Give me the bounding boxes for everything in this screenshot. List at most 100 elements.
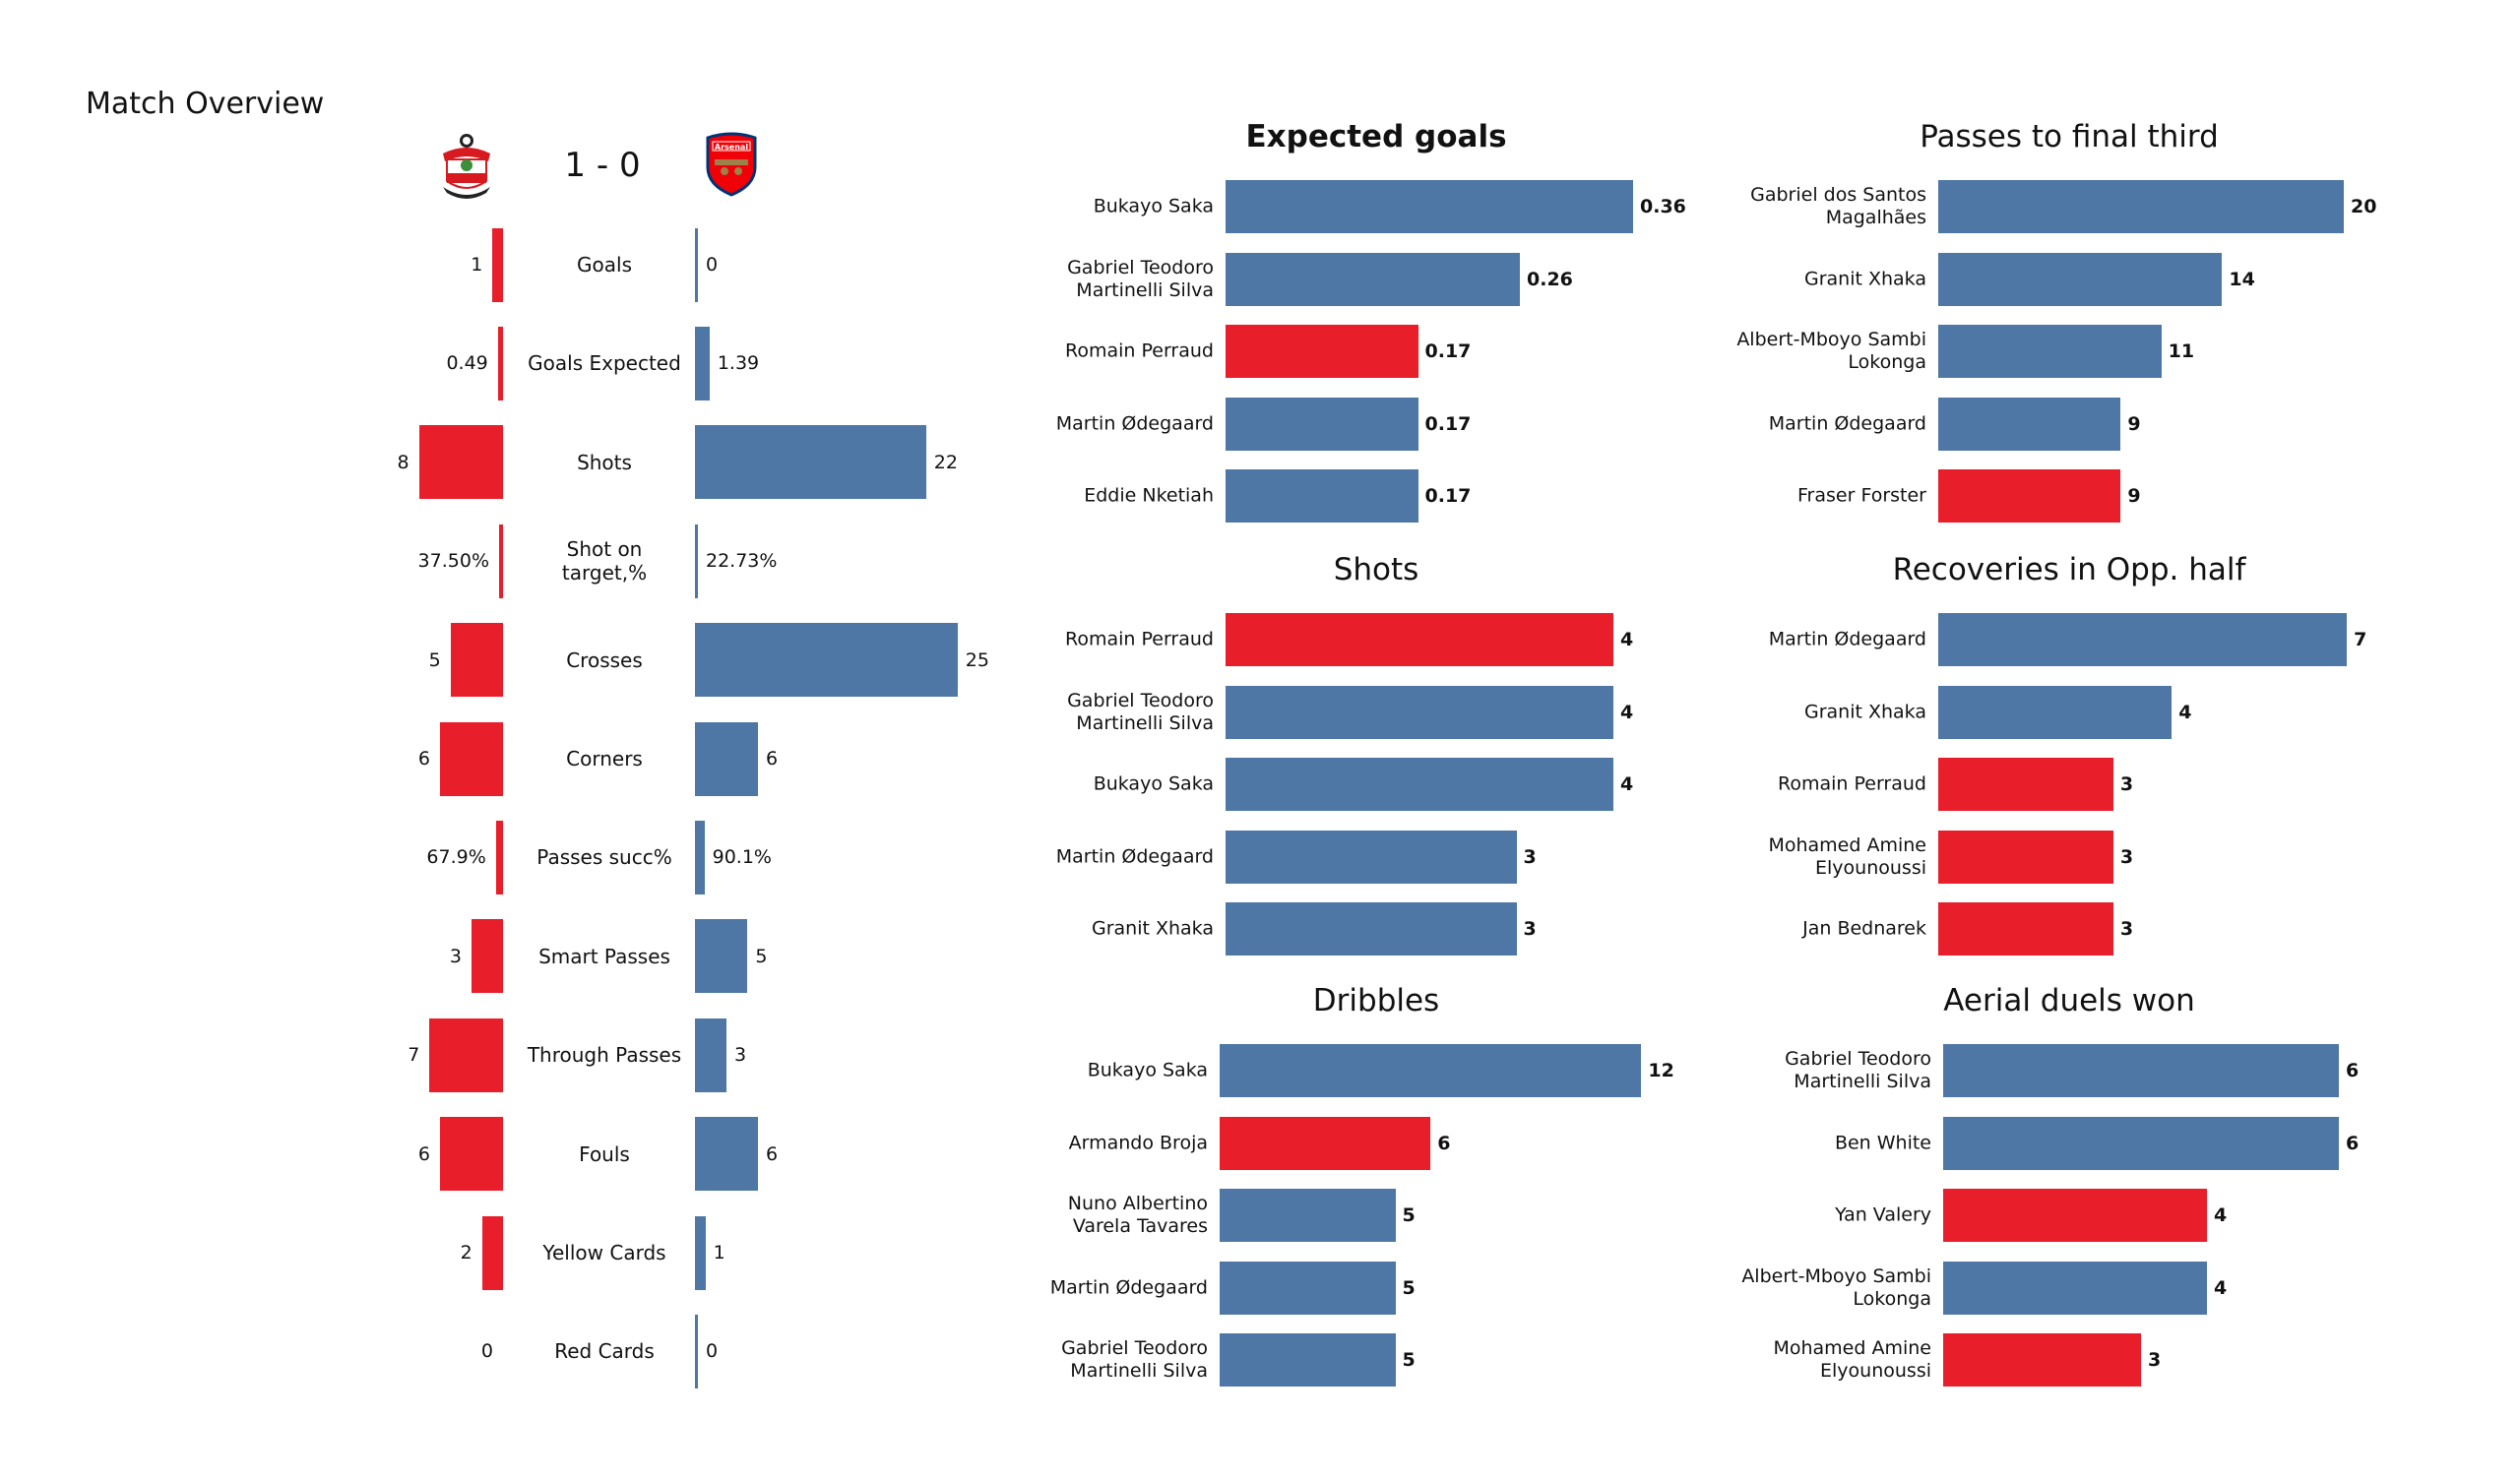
away-bar [695,425,926,500]
stat-label: Yellow Cards [542,1241,666,1264]
home-bar [497,326,503,401]
player-value: 0.17 [1424,412,1472,435]
player-value: 14 [2229,268,2255,290]
away-value: 3 [734,1044,747,1067]
player-bar [1226,180,1633,233]
player-value: 6 [2346,1060,2360,1081]
player-value: 0.36 [1640,196,1686,217]
home-bar [498,524,503,598]
svg-text:Arsenal: Arsenal [715,143,748,152]
stat-label: Smart Passes [538,944,670,968]
stat-label: Crosses [566,648,643,672]
away-bar [695,1215,706,1290]
player-bar [1220,1116,1431,1170]
player-value: 20 [2351,196,2377,217]
home-bar [471,919,503,994]
player-value: 6 [2346,1132,2360,1154]
player-name: Bukayo Saka [1093,772,1214,795]
player-name: Nuno Albertino Varela Tavares [1067,1193,1208,1237]
player-bar [1938,902,2113,956]
player-name: Martin Ødegaard [1049,1276,1208,1298]
home-value: 2 [460,1242,472,1264]
player-name: Granit Xhaka [1091,917,1214,940]
player-value: 4 [1620,701,1634,723]
player-bar [1220,1333,1396,1387]
home-value: 6 [417,748,430,770]
home-value: 6 [417,1142,430,1165]
player-name: Gabriel dos Santos Magalhães [1750,184,1926,228]
away-value: 0 [706,1340,719,1363]
stat-label: Shot on target,% [561,537,648,586]
player-bar [1220,1261,1396,1315]
player-bar [1938,613,2348,666]
home-bar [439,721,503,796]
away-bar [695,820,705,894]
player-bar [1938,180,2344,233]
player-value: 4 [2214,1204,2228,1226]
player-bar [1226,830,1517,884]
player-name: Gabriel Teodoro Martinelli Silva [1785,1048,1931,1092]
player-value: 11 [2168,340,2195,362]
home-value: 0 [480,1340,493,1363]
player-name: Mohamed Amine Elyounoussi [1773,1337,1931,1382]
stat-label: Red Cards [554,1339,655,1364]
player-name: Bukayo Saka [1087,1059,1208,1081]
player-value: 4 [1620,629,1634,650]
away-value: 1.39 [717,352,760,375]
panel-title: Aerial duels won [1943,983,2195,1018]
player-name: Ben White [1834,1132,1931,1153]
away-bar [695,1018,726,1092]
player-value: 7 [2354,629,2367,650]
player-bar [1943,1261,2207,1315]
player-bar [1226,758,1613,811]
away-bar [695,623,958,698]
away-value: 6 [766,1142,779,1165]
player-value: 3 [2148,1349,2162,1371]
player-value: 3 [2119,845,2134,868]
home-value: 0.49 [446,352,488,375]
player-value: 12 [1648,1060,1674,1081]
player-value: 5 [1402,1204,1416,1226]
away-value: 5 [755,945,768,967]
player-bar [1943,1333,2141,1387]
stat-label: Passes succ% [536,845,672,870]
player-value: 3 [2119,918,2134,940]
player-name: Mohamed Amine Elyounoussi [1768,833,1926,879]
player-name: Gabriel Teodoro Martinelli Silva [1061,1337,1208,1382]
home-bar [492,227,503,302]
home-value: 1 [471,254,483,276]
player-bar [1938,325,2162,378]
player-name: Albert-Mboyo Sambi Lokonga [1741,1264,1931,1310]
player-bar [1226,252,1520,306]
away-value: 6 [766,748,779,770]
away-value: 22.73% [706,550,778,573]
player-bar [1226,902,1517,956]
away-bar [695,919,748,994]
player-value: 3 [2119,773,2134,795]
panel-title: Recoveries in Opp. half [1892,552,2246,587]
home-value: 3 [449,945,462,967]
player-name: Romain Perraud [1065,628,1214,650]
player-name: Gabriel Teodoro Martinelli Silva [1067,689,1214,734]
player-value: 4 [2178,701,2192,723]
panel-title: Passes to final third [1920,119,2219,154]
player-name: Martin Ødegaard [1055,412,1214,434]
player-bar [1943,1116,2339,1170]
home-bar [495,820,503,894]
player-bar [1226,397,1418,451]
home-value: 8 [397,451,410,473]
player-bar [1220,1044,1642,1097]
away-value: 0 [706,254,719,276]
home-bar [450,623,503,698]
home-bar [439,1117,503,1192]
player-name: Martin Ødegaard [1768,628,1926,650]
player-bar [1938,830,2113,884]
away-value: 90.1% [712,846,772,869]
player-value: 3 [1523,845,1537,868]
player-bar [1938,252,2223,306]
player-bar [1943,1189,2207,1242]
player-value: 5 [1402,1276,1416,1299]
player-name: Martin Ødegaard [1768,412,1926,434]
player-name: Romain Perraud [1065,339,1214,362]
panel-title: Shots [1333,552,1419,587]
